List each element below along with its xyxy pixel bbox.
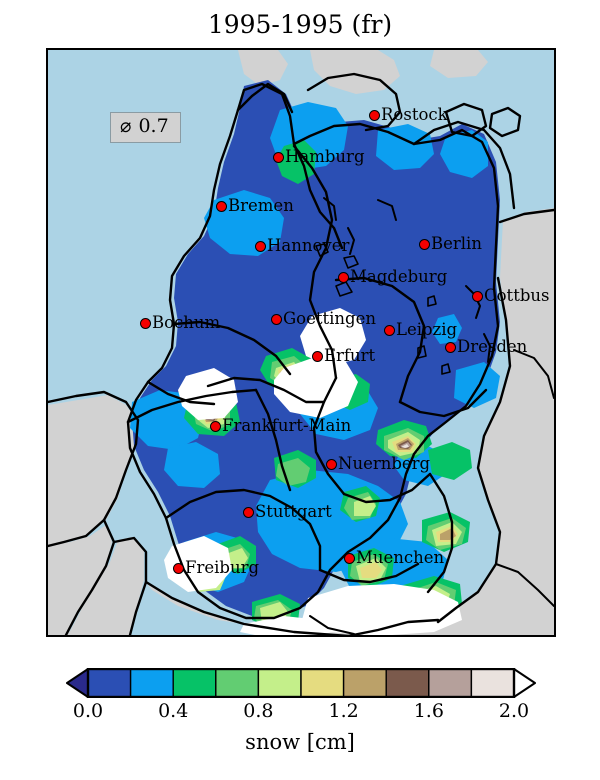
colorbar-tick-label: 2.0 — [498, 700, 530, 722]
city-label: Freiburg — [185, 558, 260, 577]
colorbar[interactable] — [66, 668, 536, 698]
city-label: Bochum — [152, 313, 221, 332]
city-dot-icon — [255, 241, 266, 252]
city-label: Bremen — [228, 196, 294, 215]
city-dot-icon — [419, 239, 430, 250]
colorbar-band — [87, 668, 132, 698]
city-label: Goettingen — [283, 309, 376, 328]
city-dot-icon — [243, 507, 254, 518]
colorbar-frame — [86, 668, 516, 698]
map-plot-area[interactable]: ⌀ 0.7 Rostock Hamburg Bremen Hannover Berlin M… — [46, 48, 556, 637]
colorbar-over-arrow — [513, 668, 536, 698]
colorbar-band — [342, 668, 387, 698]
colorbar-band — [470, 668, 515, 698]
city-dot-icon — [271, 314, 282, 325]
city-label: Berlin — [431, 234, 482, 253]
city-label: Hamburg — [285, 147, 365, 166]
colorbar-axis-label: snow [cm] — [245, 730, 355, 754]
colorbar-tick-label: 0.4 — [158, 700, 189, 722]
city-label: Nuernberg — [338, 454, 431, 473]
city-label: Hannover — [267, 236, 350, 255]
colorbar-band — [129, 668, 174, 698]
city-label: Magdeburg — [350, 267, 448, 286]
city-dot-icon — [326, 459, 337, 470]
page-title: 1995-1995 (fr) — [207, 10, 393, 39]
mean-value: 0.7 — [138, 115, 169, 137]
colorbar-under-arrow — [66, 668, 89, 698]
city-label: Rostock — [381, 105, 448, 124]
border-lines-layer — [48, 72, 554, 635]
colorbar-band — [215, 668, 260, 698]
city-label: Leipzig — [396, 320, 458, 339]
mean-value-annotation: ⌀ 0.7 — [110, 112, 181, 143]
colorbar-tick-label: 1.6 — [413, 700, 444, 722]
diameter-symbol-icon: ⌀ — [120, 115, 132, 137]
snow-field-layer — [130, 80, 500, 635]
city-dot-icon — [344, 553, 355, 564]
city-dot-icon — [273, 152, 284, 163]
city-dot-icon — [384, 325, 395, 336]
colorbar-band — [385, 668, 430, 698]
colorbar-tick-label: 0.0 — [72, 700, 104, 722]
foreign-land-layer — [48, 50, 554, 635]
colorbar-tick-labels: 0.0 0.4 0.8 1.2 1.6 2.0 — [0, 700, 600, 726]
colorbar-band — [428, 668, 473, 698]
colorbar-svg — [66, 668, 536, 698]
map-canvas — [48, 50, 554, 635]
city-label: Stuttgart — [255, 502, 332, 521]
city-dot-icon — [210, 421, 221, 432]
city-label: Muenchen — [356, 548, 445, 567]
city-label: Cottbus — [484, 286, 550, 305]
colorbar-tick-label: 1.2 — [328, 700, 359, 722]
city-dot-icon — [338, 272, 349, 283]
city-dot-icon — [173, 563, 184, 574]
colorbar-band — [300, 668, 345, 698]
city-dot-icon — [369, 110, 380, 121]
city-dot-icon — [472, 291, 483, 302]
colorbar-band — [257, 668, 302, 698]
colorbar-band — [172, 668, 217, 698]
city-dot-icon — [312, 351, 323, 362]
colorbar-bands — [66, 668, 536, 698]
city-dot-icon — [140, 318, 151, 329]
city-label: Erfurt — [324, 346, 376, 365]
city-dot-icon — [445, 342, 456, 353]
city-label: Frankfurt-Main — [222, 416, 352, 435]
colorbar-tick-label: 0.8 — [243, 700, 274, 722]
city-label: Dresden — [457, 337, 528, 356]
city-dot-icon — [216, 201, 227, 212]
